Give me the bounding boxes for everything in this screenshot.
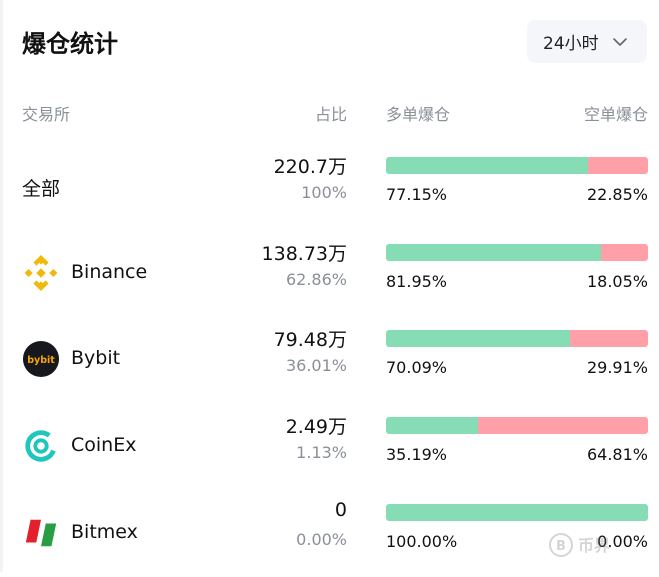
exchange-name: 全部 [22,178,61,200]
watermark-logo: B 币界 [549,533,610,557]
chevron-down-icon [612,37,627,46]
share-percent: 100% [301,183,347,202]
long-percent: 77.15% [386,185,448,204]
long-percent: 100.00% [386,532,458,551]
bitmex-logo-icon [25,519,57,547]
long-short-ratio-bar [386,504,648,521]
liquidation-amount: 138.73万 [261,243,347,265]
short-bar-segment [600,244,648,261]
short-bar-segment [478,417,648,434]
long-short-ratio-bar [386,244,648,261]
share-percent: 62.86% [285,270,347,289]
share-percent: 0.00% [296,530,347,549]
coinex-logo-icon [25,430,57,462]
exchange-name: Bybit [71,347,121,369]
table-row-coinex: CoinEx 2.49万 1.13% 35.19% 64.81% [0,410,659,490]
svg-text:币界: 币界 [578,536,610,555]
long-bar-segment [386,504,648,521]
table-row-binance: Binance 138.73万 62.86% 81.95% 18.05% [0,237,659,317]
long-percent: 70.09% [386,358,448,377]
short-percent: 29.91% [586,358,648,377]
exchange-name: Bitmex [71,521,138,543]
page-title: 爆仓统计 [22,30,118,58]
liquidation-amount: 0 [334,499,347,521]
long-short-ratio-bar [386,330,648,347]
binance-logo-icon [24,254,58,292]
short-percent: 0.00% [597,532,648,551]
column-header-share: 占比 [314,105,347,124]
table-row-bitmex: Bitmex 0 0.00% 100.00% 0.00% [0,497,659,577]
period-select[interactable]: 24小时 [527,20,647,63]
short-bar-segment [588,157,648,174]
long-percent: 35.19% [386,445,448,464]
long-percent: 81.95% [386,272,448,291]
svg-text:bybit: bybit [27,355,55,366]
column-header-short: 空单爆仓 [583,105,648,124]
long-short-ratio-bar [386,417,648,434]
period-selected-label: 24小时 [543,34,599,54]
exchange-name: CoinEx [71,434,137,456]
liquidation-amount: 2.49万 [285,416,347,438]
svg-text:B: B [556,539,566,554]
share-percent: 36.01% [285,356,347,375]
table-row-all: 全部 220.7万 100% 77.15% 22.85% [0,150,659,230]
long-bar-segment [386,417,479,434]
liquidation-amount: 220.7万 [273,156,347,178]
exchange-name: Binance [71,261,148,283]
long-short-ratio-bar [386,157,648,174]
liquidation-amount: 79.48万 [273,329,347,351]
long-bar-segment [386,244,601,261]
column-header-exchange: 交易所 [22,105,71,124]
share-percent: 1.13% [296,443,347,462]
short-percent: 18.05% [586,272,648,291]
short-percent: 22.85% [586,185,648,204]
long-bar-segment [386,330,570,347]
long-bar-segment [386,157,589,174]
bybit-logo-icon: bybit [22,340,60,378]
short-bar-segment [569,330,648,347]
column-header-long: 多单爆仓 [386,105,451,124]
table-row-bybit: bybit Bybit 79.48万 36.01% 70.09% 29.91% [0,323,659,403]
left-divider [0,0,3,572]
short-percent: 64.81% [586,445,648,464]
